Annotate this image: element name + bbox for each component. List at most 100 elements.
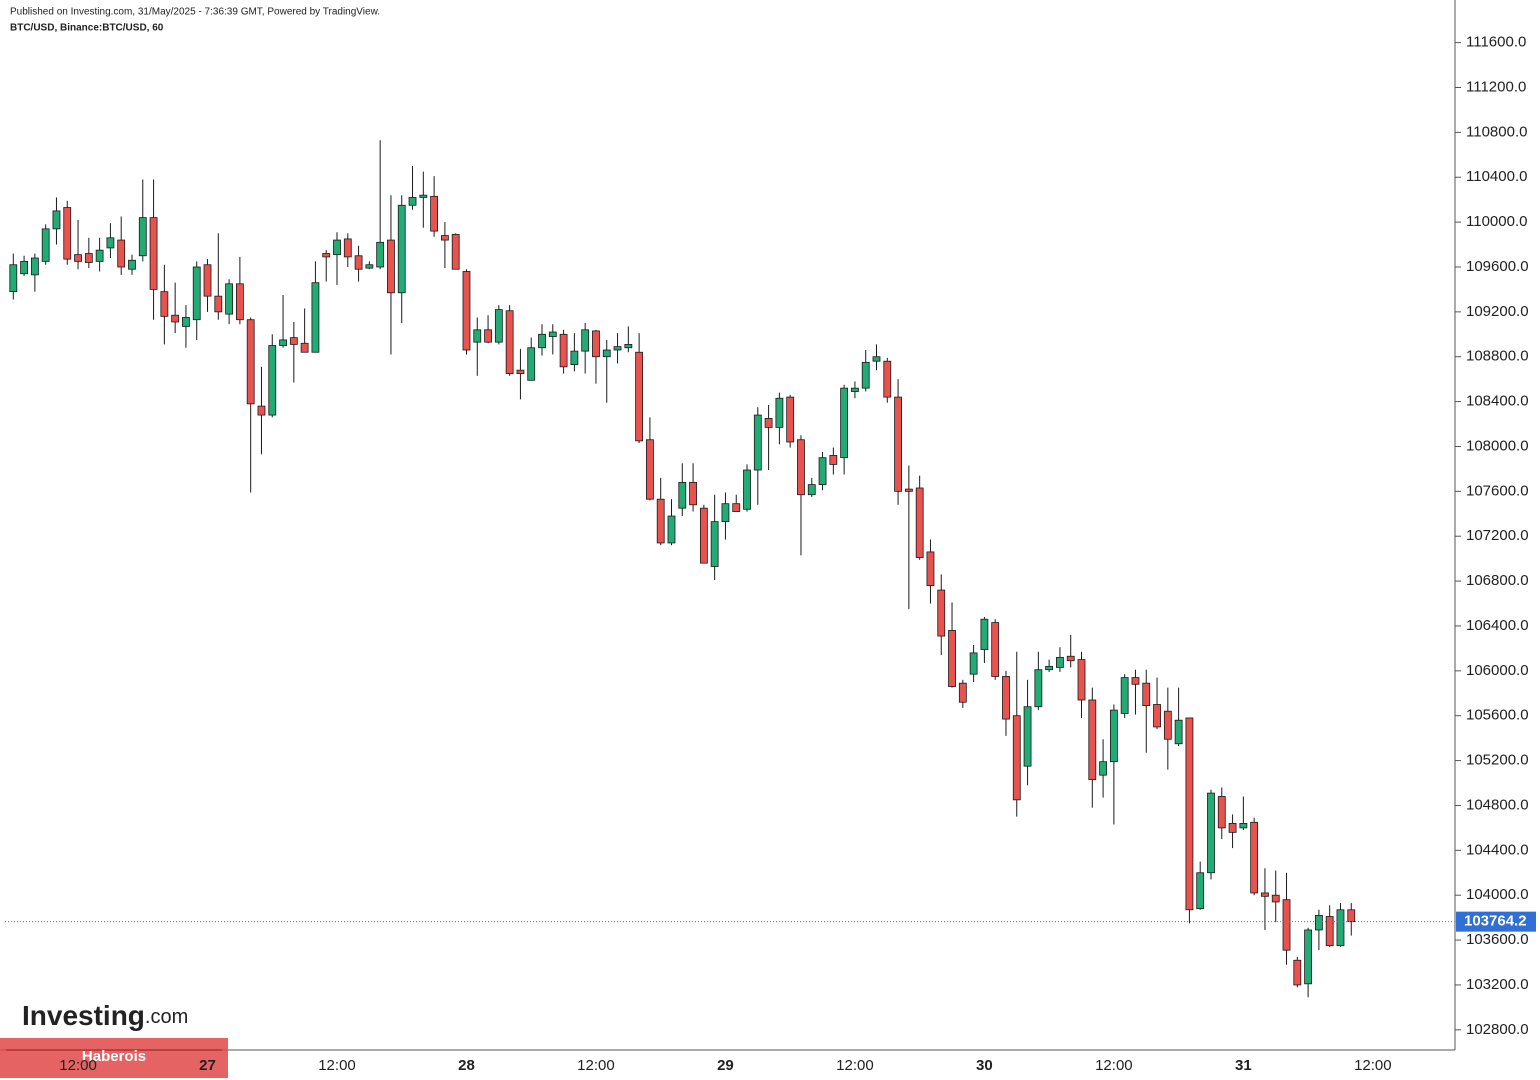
banner-text: Haberois bbox=[82, 1048, 146, 1065]
candle-body bbox=[160, 291, 169, 317]
x-tick-label: 27 bbox=[199, 1057, 216, 1074]
y-tick-label: 105600.0 bbox=[1466, 707, 1529, 724]
candle-body bbox=[613, 346, 622, 351]
candle-body bbox=[257, 405, 266, 416]
candle-body bbox=[699, 507, 708, 564]
candle-body bbox=[1002, 676, 1010, 720]
x-tick-label: 12:00 bbox=[577, 1057, 615, 1074]
candle-body bbox=[1196, 872, 1205, 910]
x-tick-label: 12:00 bbox=[318, 1057, 356, 1074]
y-tick-label: 104000.0 bbox=[1466, 886, 1529, 903]
plot-area bbox=[9, 140, 1356, 998]
candle-body bbox=[1153, 704, 1161, 728]
candle-body bbox=[473, 329, 482, 343]
candle-body bbox=[311, 282, 320, 353]
last-price-box bbox=[1456, 911, 1536, 932]
candle-body bbox=[1250, 821, 1259, 894]
candle-body bbox=[397, 204, 406, 294]
y-tick-label: 110000.0 bbox=[1466, 213, 1527, 230]
candle-body bbox=[1023, 706, 1032, 767]
candle-body bbox=[1228, 822, 1237, 833]
candle-body bbox=[894, 396, 902, 492]
candle-body bbox=[138, 217, 147, 257]
candle-body bbox=[991, 622, 1000, 677]
candle-body bbox=[559, 333, 568, 368]
candle-body bbox=[225, 283, 234, 315]
candle-body bbox=[516, 369, 525, 374]
candle-body bbox=[538, 333, 546, 349]
candle-body bbox=[1142, 682, 1151, 707]
candle-body bbox=[84, 253, 93, 263]
candle-body bbox=[689, 481, 697, 506]
candle-body bbox=[786, 396, 795, 443]
y-tick-label: 106400.0 bbox=[1466, 617, 1529, 634]
candle-body bbox=[74, 254, 82, 262]
candle-body bbox=[926, 551, 935, 586]
candle-body bbox=[289, 337, 298, 345]
candle-body bbox=[365, 264, 374, 269]
candle-body bbox=[106, 237, 115, 249]
published-note: Published on Investing.com, 31/May/2025 … bbox=[10, 7, 380, 18]
candle-body bbox=[1185, 717, 1194, 911]
x-tick-label: 30 bbox=[976, 1057, 993, 1074]
y-tick-label: 105200.0 bbox=[1466, 752, 1529, 769]
candle-body bbox=[1347, 909, 1356, 923]
candle-body bbox=[268, 345, 277, 416]
last-price-label: 103764.2 bbox=[1464, 913, 1527, 930]
y-tick-label: 110800.0 bbox=[1466, 123, 1527, 140]
y-tick-label: 110400.0 bbox=[1466, 168, 1527, 185]
y-tick-label: 104800.0 bbox=[1466, 796, 1529, 813]
candle-body bbox=[732, 503, 741, 512]
candle-body bbox=[182, 317, 190, 327]
candle-body bbox=[430, 195, 439, 232]
candle-body bbox=[829, 455, 838, 465]
candle-body bbox=[1045, 665, 1054, 671]
candle-body bbox=[52, 210, 61, 230]
candle-body bbox=[818, 457, 827, 486]
candle-body bbox=[710, 521, 719, 567]
x-tick-label: 12:00 bbox=[59, 1057, 97, 1074]
candle-body bbox=[764, 418, 773, 428]
candle-body bbox=[592, 330, 600, 358]
candle-body bbox=[128, 259, 136, 270]
candle-body bbox=[95, 249, 104, 262]
y-tick-label: 104400.0 bbox=[1466, 841, 1529, 858]
logo: Investing.com bbox=[22, 1000, 188, 1031]
candle-body bbox=[948, 630, 956, 687]
y-tick-label: 111200.0 bbox=[1466, 78, 1526, 95]
candle-body bbox=[419, 194, 428, 198]
candle-body bbox=[527, 347, 536, 381]
logo-suffix: .com bbox=[145, 1006, 188, 1028]
candle-body bbox=[1109, 709, 1118, 763]
candle-body bbox=[505, 310, 514, 374]
candle-body bbox=[343, 238, 352, 258]
candle-body bbox=[494, 309, 503, 343]
candle-body bbox=[20, 260, 28, 275]
candle-body bbox=[1163, 710, 1172, 740]
candle-body bbox=[1217, 796, 1226, 829]
candle-body bbox=[30, 257, 39, 276]
candle-body bbox=[937, 589, 946, 637]
symbol-label: BTC/USD, Binance:BTC/USD, 60 bbox=[10, 23, 164, 34]
candle-body bbox=[624, 343, 633, 349]
candle-body bbox=[9, 264, 18, 293]
candle-body bbox=[1314, 914, 1323, 931]
y-tick-label: 109600.0 bbox=[1466, 258, 1529, 275]
candle-body bbox=[376, 241, 385, 268]
candle-body bbox=[635, 351, 644, 442]
candle-body bbox=[214, 295, 223, 313]
candle-body bbox=[171, 314, 180, 323]
y-tick-label: 106800.0 bbox=[1466, 572, 1529, 589]
candle-body bbox=[753, 414, 762, 471]
candle-body bbox=[1207, 792, 1215, 874]
candle-body bbox=[581, 329, 590, 352]
candle-body bbox=[743, 469, 751, 510]
x-tick-label: 12:00 bbox=[1354, 1057, 1392, 1074]
candle-body bbox=[387, 239, 395, 294]
candle-body bbox=[462, 271, 471, 351]
candle-body bbox=[149, 217, 158, 290]
candle-body bbox=[300, 342, 309, 353]
candle-body bbox=[203, 264, 212, 297]
candle-body bbox=[440, 235, 449, 241]
